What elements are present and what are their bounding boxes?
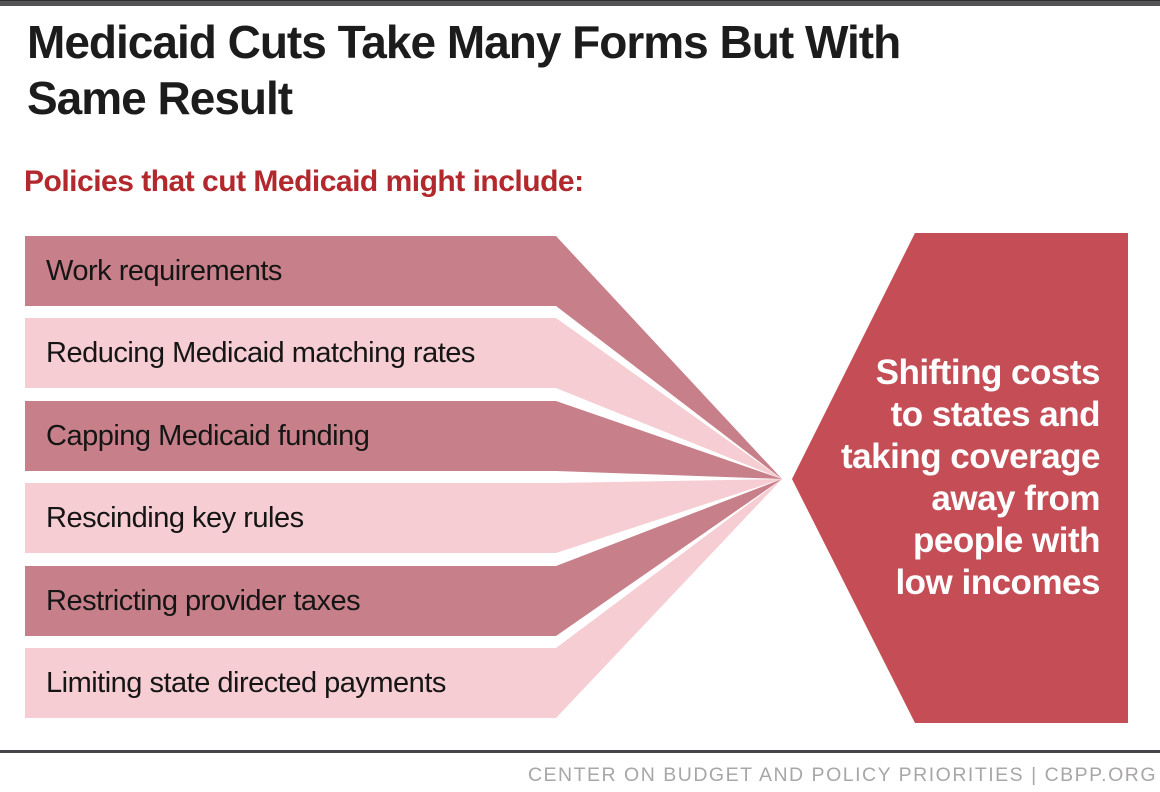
result-message-line-5: people with — [913, 521, 1101, 560]
page-title-line-1: Medicaid Cuts Take Many Forms But With — [27, 16, 901, 68]
result-message-line-2: to states and — [890, 395, 1101, 434]
result-message-line-1: Shifting costs — [875, 353, 1101, 392]
footer-divider — [0, 750, 1160, 753]
page-title-line-2: Same Result — [27, 72, 293, 124]
footer-credit: CENTER ON BUDGET AND POLICY PRIORITIES |… — [527, 764, 1157, 786]
funnel-bar-shape-3 — [25, 401, 782, 479]
subtitle: Policies that cut Medicaid might include… — [24, 165, 584, 198]
result-arrow-shape — [792, 233, 1128, 723]
funnel-bar-shape-2 — [25, 318, 782, 479]
result-message: Shifting costs to states and taking cove… — [770, 352, 1101, 604]
funnel-bar-shape-5 — [25, 479, 782, 636]
funnel-bar-label-2: Reducing Medicaid matching rates — [46, 336, 475, 369]
page-title: Medicaid Cuts Take Many Forms But With S… — [27, 14, 1117, 126]
top-border-bar — [0, 0, 1160, 6]
funnel-bar-label-3: Capping Medicaid funding — [46, 419, 370, 452]
funnel-bar-shape-1 — [25, 236, 782, 479]
funnel-bar-label-6: Limiting state directed payments — [46, 666, 446, 699]
result-message-line-6: low incomes — [895, 563, 1100, 602]
funnel-bar-label-4: Rescinding key rules — [46, 501, 304, 534]
result-message-line-4: away from — [931, 479, 1100, 518]
funnel-bar-label-1: Work requirements — [46, 254, 282, 287]
result-message-line-3: taking coverage — [841, 437, 1101, 476]
funnel-bar-shape-6 — [25, 479, 782, 718]
funnel-bar-shape-4 — [25, 479, 782, 553]
funnel-bar-label-5: Restricting provider taxes — [46, 584, 361, 617]
